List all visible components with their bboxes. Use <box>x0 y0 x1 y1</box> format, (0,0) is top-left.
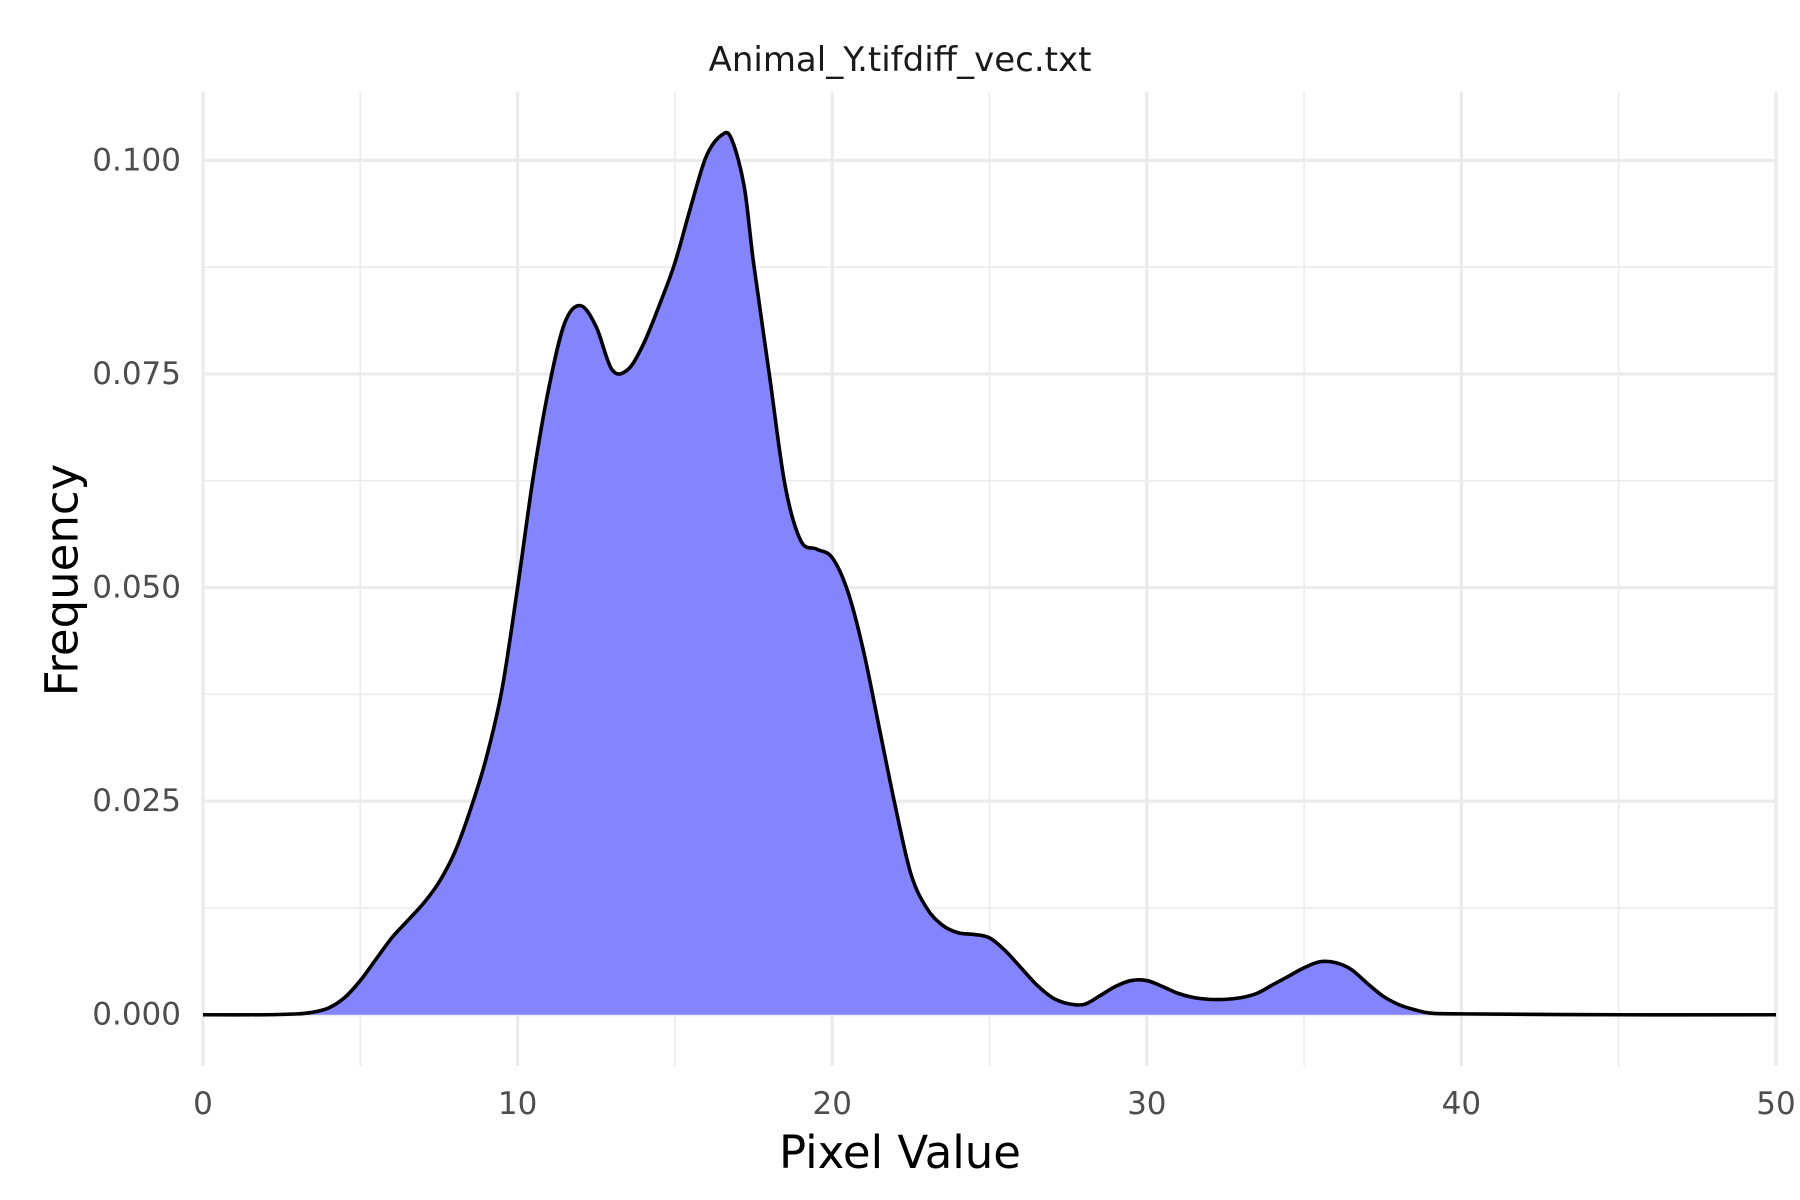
density-curve <box>202 130 1777 1017</box>
x-tick-label: 10 <box>498 1086 537 1122</box>
y-axis-ticks: 0.000 0.025 0.050 0.075 0.100 <box>92 142 181 1032</box>
x-axis-ticks: 0 10 20 30 40 50 <box>193 1086 1796 1122</box>
x-tick-label: 30 <box>1127 1086 1166 1122</box>
y-tick-label: 0.100 <box>92 142 181 178</box>
density-area <box>203 132 1776 1015</box>
x-axis-title: Pixel Value <box>779 1126 1021 1179</box>
x-tick-label: 0 <box>193 1086 213 1122</box>
x-tick-label: 20 <box>812 1086 851 1122</box>
y-tick-label: 0.000 <box>92 997 181 1033</box>
y-tick-label: 0.075 <box>92 356 181 392</box>
x-tick-label: 40 <box>1442 1086 1481 1122</box>
y-tick-label: 0.025 <box>92 783 181 819</box>
chart-title: Animal_Y.tifdiff_vec.txt <box>708 40 1092 80</box>
y-axis-title-text: Frequency <box>35 463 89 697</box>
x-tick-label: 50 <box>1756 1086 1795 1122</box>
y-tick-label: 0.050 <box>92 570 181 606</box>
